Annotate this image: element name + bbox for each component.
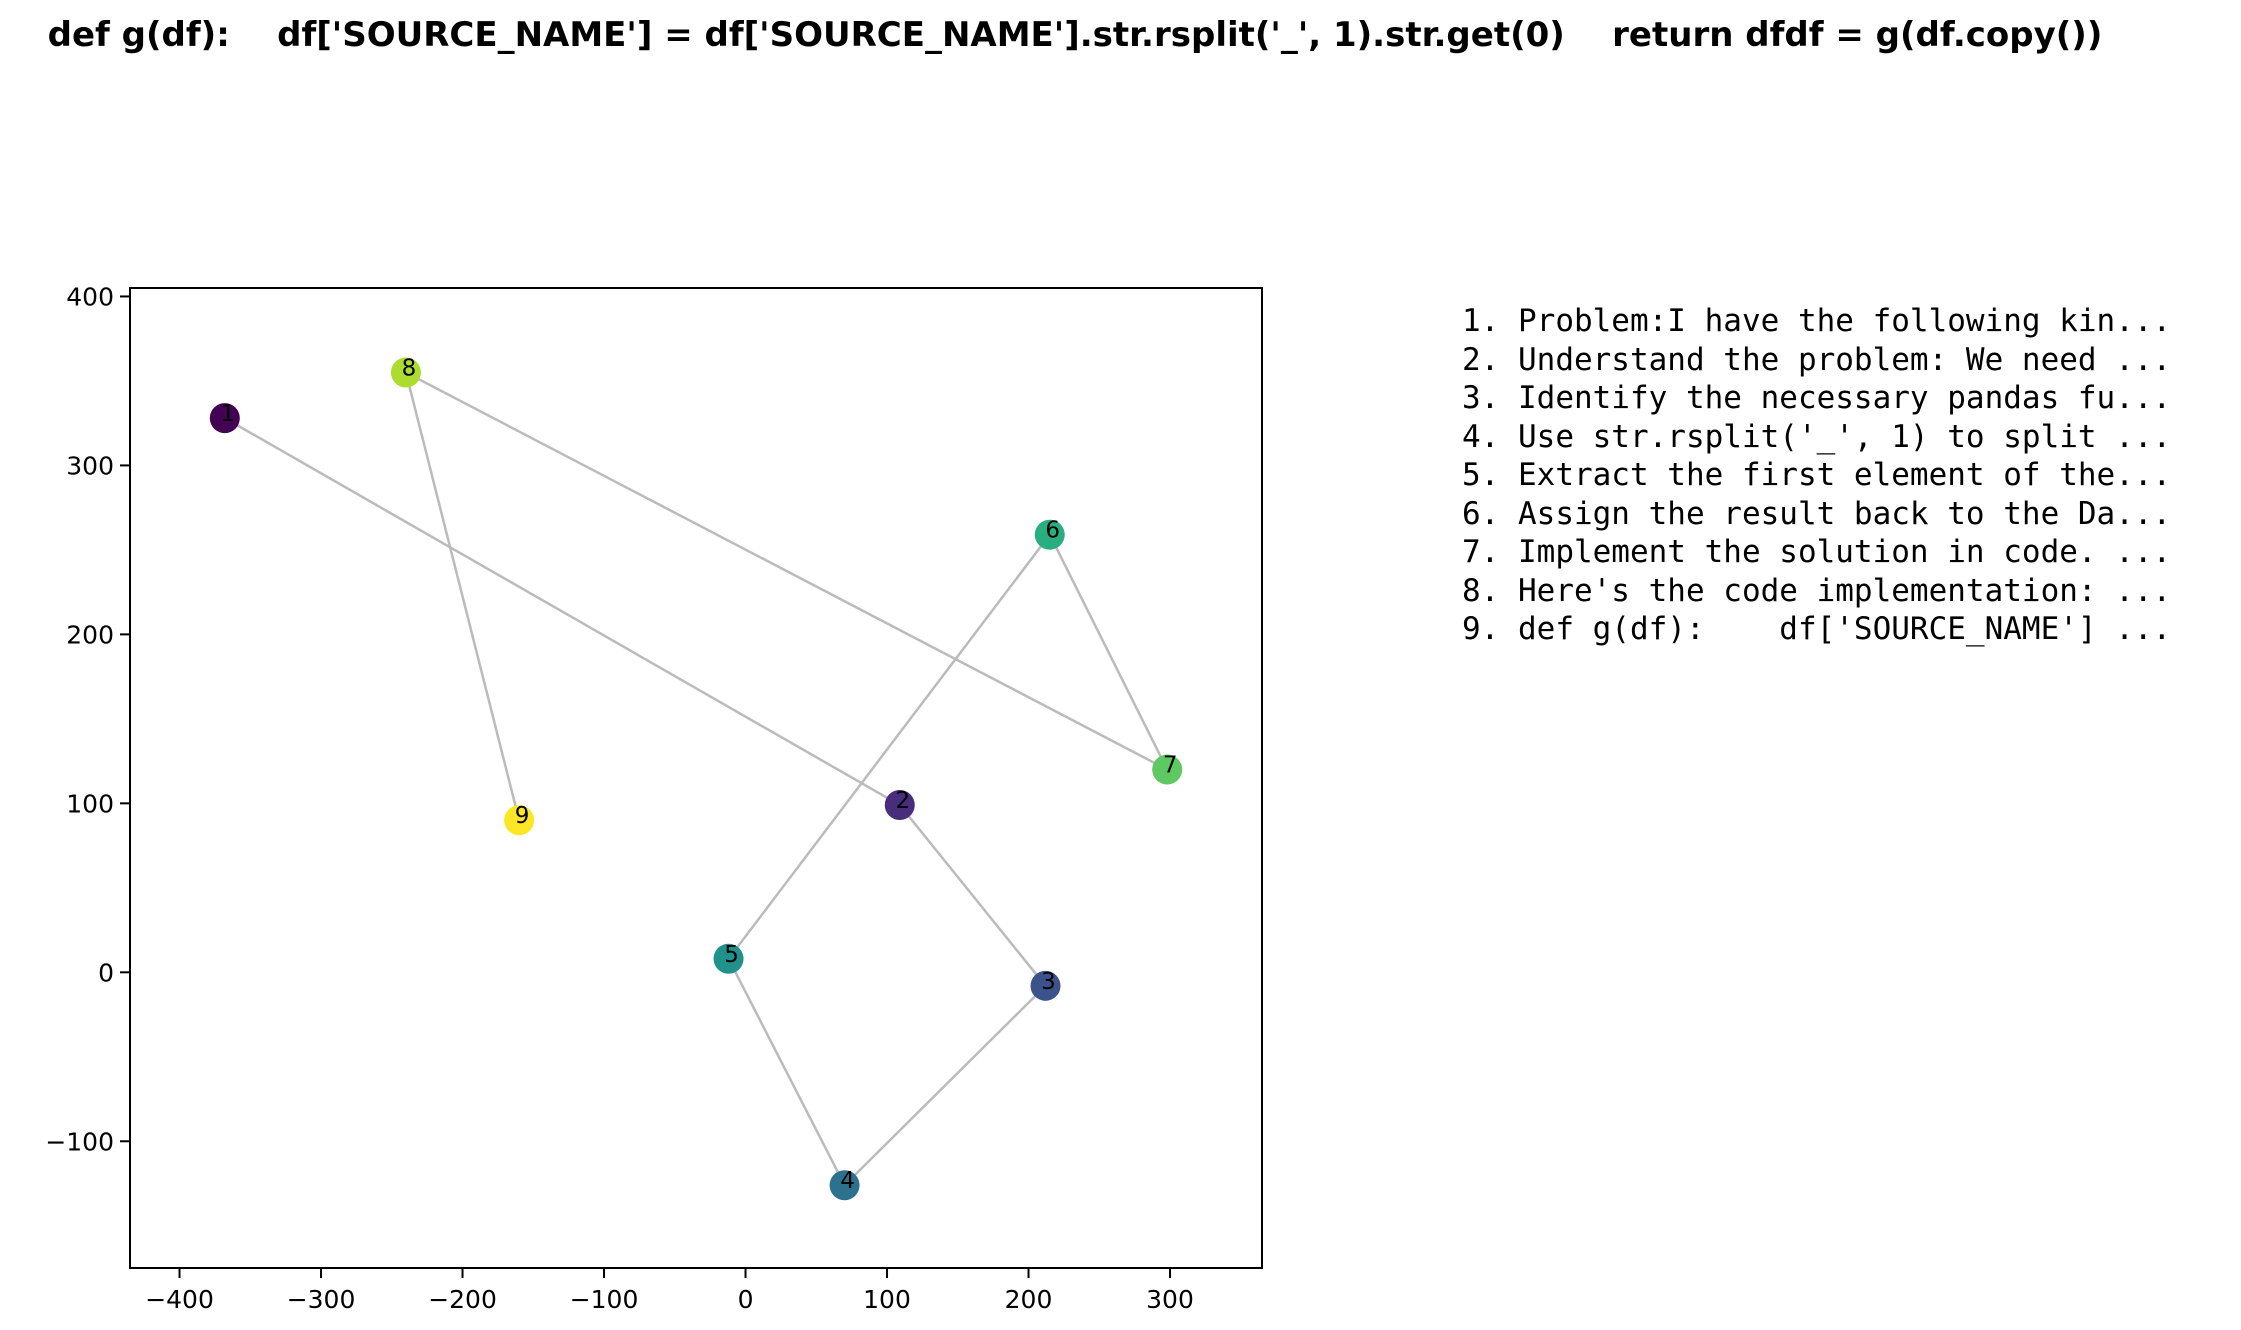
steps-legend: 1. Problem:I have the following kin... 2.… [1462,302,2171,649]
point-label: 8 [402,355,417,381]
x-tick-label: 100 [863,1285,911,1314]
data-point [829,1170,860,1201]
axes-frame [129,287,1263,1269]
data-point [713,943,744,974]
y-tick-label: 0 [98,958,114,987]
connection-line [1048,534,1169,771]
connection-line [224,417,901,807]
x-tick-label: −200 [428,1285,497,1314]
step-item: 5. Extract the first element of the... [1462,457,2172,493]
connection-line [843,984,1047,1187]
data-point [1030,970,1061,1001]
x-tick-label: −400 [145,1285,214,1314]
data-point [884,790,915,821]
step-item: 1. Problem:I have the following kin... [1462,303,2172,339]
data-point [504,805,535,836]
data-point [1152,754,1183,785]
y-tick-label: 200 [66,620,114,649]
step-item: 2. Understand the problem: We need ... [1462,341,2172,378]
x-tick-label: −100 [570,1285,639,1314]
connection-line [727,533,1051,960]
connection-lines [224,371,1169,1187]
connection-line [405,371,1168,771]
y-axis: −100 0 100 200 300 400 [45,282,130,1156]
point-label: 6 [1045,518,1060,544]
point-label: 3 [1041,969,1056,995]
data-point [390,357,421,388]
x-tick-label: 200 [1005,1285,1053,1314]
connection-line [404,372,521,821]
connection-line [727,958,846,1186]
data-point [209,403,240,434]
x-tick-label: 300 [1146,1285,1194,1314]
chart-title: def g(df): df['SOURCE_NAME'] = df['SOURC… [47,15,2103,55]
y-tick-label: 300 [66,451,114,480]
data-points [209,357,1183,1201]
point-labels: 1 2 3 4 5 6 7 8 9 [220,355,1177,1194]
step-item: 6. Assign the result back to the Da... [1462,495,2172,532]
step-item: 7. Implement the solution in code. ... [1462,534,2172,570]
connection-line [898,804,1047,987]
point-label: 2 [895,788,910,814]
step-item: 4. Use str.rsplit('_', 1) to split ... [1462,418,2172,455]
step-item: 3. Identify the necessary pandas fu... [1462,380,2172,416]
x-tick-label: −300 [287,1285,356,1314]
x-tick-label: 0 [738,1285,754,1314]
data-point [1034,519,1065,550]
y-tick-label: −100 [45,1127,114,1156]
x-axis: −400 −300 −200 −100 0 100 200 300 [145,1268,1194,1314]
y-tick-label: 400 [66,282,114,311]
point-label: 9 [515,803,530,829]
point-label: 7 [1163,753,1178,779]
point-label: 5 [724,942,739,968]
y-tick-label: 100 [66,789,114,818]
point-label: 4 [840,1168,855,1194]
step-item: 8. Here's the code implementation: ... [1462,572,2172,609]
step-item: 9. def g(df): df['SOURCE_NAME'] ... [1462,611,2172,647]
point-label: 1 [220,401,235,427]
